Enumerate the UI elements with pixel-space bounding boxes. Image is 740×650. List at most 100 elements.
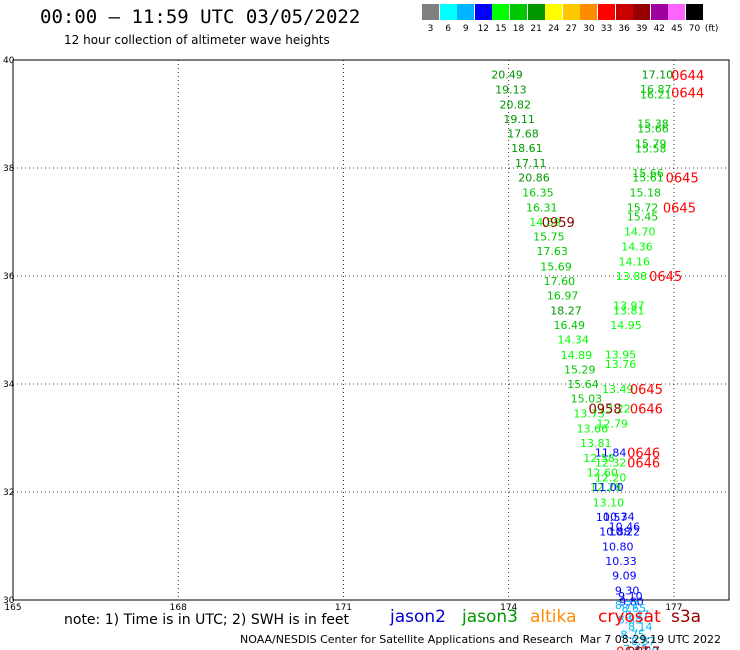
satellite-name: altika bbox=[530, 607, 577, 627]
legend-swatch bbox=[615, 4, 633, 20]
swh-label: 7.80 bbox=[634, 645, 659, 650]
swh-label: 14.95 bbox=[610, 319, 642, 332]
swh-label: 19.13 bbox=[495, 84, 527, 97]
swh-label: 15.66 bbox=[632, 167, 664, 180]
legend-label: 15 bbox=[495, 24, 507, 34]
legend-swatch bbox=[633, 4, 651, 20]
legend-label: 21 bbox=[530, 24, 542, 34]
swh-label: 11.00 bbox=[592, 481, 624, 494]
time-label: 0644 bbox=[671, 69, 704, 84]
swh-label: 15.79 bbox=[635, 138, 667, 151]
swh-label: 15.38 bbox=[637, 118, 669, 131]
legend-swatch bbox=[598, 4, 615, 20]
swh-label: 9.09 bbox=[612, 570, 637, 583]
time-label: 0646 bbox=[627, 447, 660, 462]
swh-label: 8.85 bbox=[618, 613, 643, 626]
credit-line: NOAA/NESDIS Center for Satellite Applica… bbox=[240, 633, 574, 646]
legend-swatch bbox=[422, 4, 439, 20]
time-label: 0645 bbox=[649, 270, 682, 285]
legend-swatch bbox=[439, 4, 457, 20]
legend-swatch bbox=[457, 4, 475, 20]
swh-label: 13.76 bbox=[605, 358, 637, 371]
legend-swatch bbox=[562, 4, 580, 20]
time-label: 0644 bbox=[671, 86, 704, 101]
swh-label: 9.30 bbox=[615, 584, 640, 597]
swh-label: 17.10 bbox=[642, 69, 674, 82]
swh-label: 10.88 bbox=[599, 525, 631, 538]
swh-label: 13.97 bbox=[613, 300, 645, 313]
swh-label: 15.29 bbox=[564, 363, 596, 376]
swh-label: 16.87 bbox=[640, 83, 672, 96]
page-title: 00:00 – 11:59 UTC 03/05/2022 bbox=[40, 6, 361, 28]
swh-label: 19.11 bbox=[503, 113, 535, 126]
swh-label: 13.81 bbox=[613, 305, 645, 318]
lat-tick-label: 32 bbox=[3, 488, 14, 498]
legend-swatch bbox=[527, 4, 545, 20]
swh-label: 13.88 bbox=[616, 270, 648, 283]
satellite-name: cryosat bbox=[598, 607, 661, 627]
legend-unit: (ft) bbox=[704, 24, 719, 34]
lon-tick-label: 171 bbox=[335, 603, 352, 613]
satellite-name: jason3 bbox=[462, 607, 518, 627]
time-label: 0645 bbox=[666, 172, 699, 187]
legend-label: 12 bbox=[477, 24, 490, 34]
swh-label: 20.49 bbox=[491, 69, 523, 82]
legend-swatch bbox=[650, 4, 668, 20]
time-label: 0958 bbox=[589, 402, 622, 417]
time-label: 0957 bbox=[627, 645, 660, 650]
swh-label: 12.58 bbox=[583, 452, 615, 465]
swh-label: 15.45 bbox=[627, 211, 659, 224]
swh-label: 10.80 bbox=[602, 541, 634, 554]
map-frame bbox=[12, 59, 730, 601]
swh-label: 20.82 bbox=[500, 98, 532, 111]
footnote: note: 1) Time is in UTC; 2) SWH is in fe… bbox=[64, 612, 350, 628]
legend-swatch bbox=[686, 4, 703, 20]
time-label: 0647 bbox=[616, 645, 649, 650]
swh-label: 10.34 bbox=[603, 510, 635, 523]
swh-label: 9.80 bbox=[619, 596, 644, 609]
swh-label: 15.03 bbox=[571, 393, 603, 406]
swh-label: 18.27 bbox=[550, 305, 582, 318]
swh-label: 13.81 bbox=[580, 437, 612, 450]
swh-label: 13.10 bbox=[593, 496, 625, 509]
swh-label: 10.22 bbox=[609, 525, 641, 538]
lat-tick-label: 38 bbox=[3, 164, 15, 174]
legend-label: 42 bbox=[653, 24, 666, 34]
swh-label: 8.75 bbox=[620, 629, 645, 642]
swh-label: 10.46 bbox=[609, 521, 641, 534]
swh-label: 14.34 bbox=[557, 334, 589, 347]
swh-label: 14.59 bbox=[529, 216, 561, 229]
swh-label: 14.70 bbox=[624, 226, 656, 239]
legend-label: 33 bbox=[600, 24, 613, 34]
legend-label: 70 bbox=[688, 24, 701, 34]
swh-label: 10.57 bbox=[596, 511, 628, 524]
swh-label: 15.18 bbox=[630, 186, 662, 199]
swh-label: 13.22 bbox=[599, 402, 631, 415]
swh-label: 18.61 bbox=[511, 142, 543, 155]
swh-label: 14.16 bbox=[619, 255, 651, 268]
legend-swatch bbox=[580, 4, 598, 20]
swh-label: 15.72 bbox=[627, 201, 659, 214]
swh-label: 14.36 bbox=[621, 240, 653, 253]
time-label: 0645 bbox=[630, 383, 663, 398]
swh-label: 13.66 bbox=[577, 422, 609, 435]
lon-tick-label: 165 bbox=[4, 603, 21, 613]
swh-label: 13.49 bbox=[602, 383, 634, 396]
swh-label: 17.11 bbox=[515, 157, 547, 170]
legend-swatch bbox=[510, 4, 527, 20]
swh-label: 12.20 bbox=[595, 471, 627, 484]
legend-label: 9 bbox=[462, 24, 469, 34]
legend-swatch bbox=[668, 4, 686, 20]
page-subtitle: 12 hour collection of altimeter wave hei… bbox=[64, 33, 330, 47]
time-label: 0959 bbox=[542, 216, 575, 231]
swh-label: 12.28 bbox=[590, 481, 622, 494]
swh-label: 15.69 bbox=[540, 260, 572, 273]
lat-tick-label: 34 bbox=[3, 380, 15, 390]
swh-label: 17.63 bbox=[536, 245, 568, 258]
swh-label: 20.86 bbox=[518, 172, 550, 185]
swh-label: 15.61 bbox=[632, 172, 664, 185]
legend-label: 6 bbox=[445, 24, 451, 34]
swh-label: 8.14 bbox=[628, 620, 653, 633]
lat-tick-label: 30 bbox=[3, 596, 15, 606]
